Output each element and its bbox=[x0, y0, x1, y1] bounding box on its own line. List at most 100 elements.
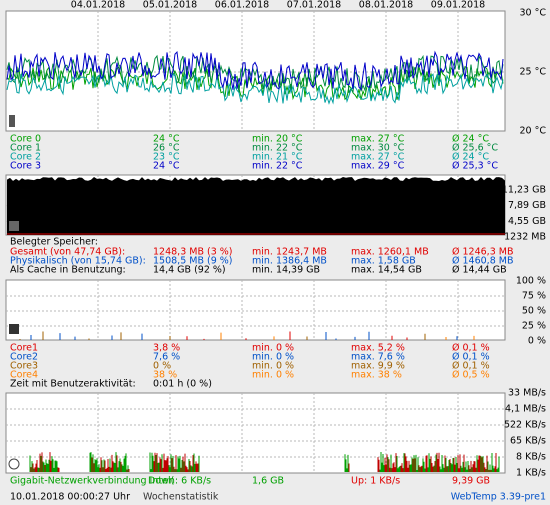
temperature-cell: max. 30 °C bbox=[351, 143, 405, 154]
network-axis-label: 4,1 MB/s bbox=[505, 404, 546, 415]
cpu-cell: Core3 bbox=[10, 361, 38, 372]
temperature-trace bbox=[6, 54, 504, 94]
cpu-cell: 3,8 % bbox=[153, 343, 180, 354]
memory-cell: max. 1260,1 MB bbox=[351, 247, 429, 258]
weekly-stats-link[interactable]: Wochenstatistik bbox=[143, 492, 219, 503]
temperature-cell: Core 1 bbox=[10, 143, 41, 154]
date-label: 09.01.2018 bbox=[431, 0, 485, 11]
network-cell: 9,39 GB bbox=[452, 476, 490, 487]
memory-axis-label: 4,55 GB bbox=[508, 216, 546, 227]
cpu-cell: Ø 0,1 % bbox=[452, 361, 490, 372]
temperature-cell: Core 0 bbox=[10, 134, 41, 145]
memory-axis-label: 7,89 GB bbox=[508, 200, 546, 211]
temperature-cell: Core 3 bbox=[10, 161, 41, 172]
network-axis-label: 8 KB/s bbox=[516, 452, 546, 463]
timestamp: 10.01.2018 00:00:27 Uhr bbox=[10, 492, 130, 503]
temperature-cell: min. 21 °C bbox=[252, 152, 303, 163]
temperature-cell: min. 20 °C bbox=[252, 134, 303, 145]
memory-cell: Ø 1460,8 MB bbox=[452, 256, 513, 267]
temperature-cell: Ø 24 °C bbox=[452, 152, 489, 163]
cpu-cell: max. 5,2 % bbox=[351, 343, 405, 354]
thermometer-icon bbox=[9, 115, 15, 127]
temperature-axis-label: 20 °C bbox=[520, 126, 547, 137]
activity-value: 0:01 h (0 %) bbox=[153, 379, 212, 390]
memory-cell: max. 14,54 GB bbox=[351, 265, 422, 276]
cpu-cell: 38 % bbox=[153, 370, 177, 381]
memory-cell: min. 1243,7 MB bbox=[252, 247, 327, 258]
cpu-cell: 7,6 % bbox=[153, 352, 180, 363]
cpu-cell: max. 38 % bbox=[351, 370, 402, 381]
memory-cell: Gesamt (von 47,74 GB): bbox=[10, 247, 125, 258]
memory-axis-label: 1232 MB bbox=[504, 232, 546, 243]
memory-cell: 1248,3 MB (3 %) bbox=[153, 247, 233, 258]
cpu-axis-label: 50 % bbox=[522, 306, 546, 317]
memory-cell: max. 1,58 GB bbox=[351, 256, 416, 267]
temperature-trace bbox=[6, 73, 504, 105]
cpu-cell: min. 0 % bbox=[252, 352, 294, 363]
temperature-trace bbox=[6, 65, 504, 101]
cpu-axis-label: 100 % bbox=[516, 276, 546, 287]
cpu-axis-label: 0 % bbox=[528, 336, 546, 347]
network-graph bbox=[5, 392, 506, 474]
temperature-cell: Ø 25,3 °C bbox=[452, 161, 498, 172]
network-icon bbox=[8, 458, 20, 470]
network-axis-label: 522 KB/s bbox=[504, 420, 546, 431]
memory-axis-label: 11,23 GB bbox=[502, 185, 546, 196]
temperature-trace bbox=[6, 50, 504, 91]
temperature-graph bbox=[5, 10, 506, 132]
cpu-cell: Core2 bbox=[10, 352, 38, 363]
temperature-cell: Ø 24 °C bbox=[452, 134, 489, 145]
cpu-cell: min. 0 % bbox=[252, 361, 294, 372]
memory-title: Belegter Speicher: bbox=[10, 237, 98, 248]
memory-cell: min. 1386,4 MB bbox=[252, 256, 327, 267]
temperature-cell: min. 22 °C bbox=[252, 161, 303, 172]
temperature-cell: 23 °C bbox=[153, 152, 180, 163]
temperature-axis-label: 30 °C bbox=[520, 8, 547, 19]
date-label: 07.01.2018 bbox=[287, 0, 341, 11]
date-label: 04.01.2018 bbox=[71, 0, 125, 11]
temperature-cell: min. 22 °C bbox=[252, 143, 303, 154]
cpu-cell: max. 9,9 % bbox=[351, 361, 405, 372]
version: WebTemp 3.39-pre1 bbox=[451, 492, 546, 503]
memory-cell: Physikalisch (von 15,74 GB): bbox=[10, 256, 146, 267]
network-axis-label: 65 KB/s bbox=[510, 436, 546, 447]
memory-cell: Ø 14,44 GB bbox=[452, 265, 507, 276]
cpu-cell: 0 % bbox=[153, 361, 171, 372]
memory-icon bbox=[9, 221, 19, 231]
cpu-cell: Core1 bbox=[10, 343, 38, 354]
network-axis-label: 1 KB/s bbox=[516, 468, 546, 479]
memory-cell: Als Cache in Benutzung: bbox=[10, 265, 126, 276]
temperature-cell: 24 °C bbox=[153, 134, 180, 145]
cpu-cell: max. 7,6 % bbox=[351, 352, 405, 363]
cpu-axis-label: 75 % bbox=[522, 291, 546, 302]
memory-cell: Ø 1246,3 MB bbox=[452, 247, 513, 258]
temperature-cell: 24 °C bbox=[153, 161, 180, 172]
cpu-cell: min. 0 % bbox=[252, 370, 294, 381]
graph-traces bbox=[6, 50, 505, 472]
cpu-cell: min. 0 % bbox=[252, 343, 294, 354]
temperature-cell: Core 2 bbox=[10, 152, 41, 163]
network-cell: Down: 6 KB/s bbox=[148, 476, 211, 487]
temperature-axis-label: 25 °C bbox=[520, 67, 547, 78]
cpu-axis-label: 25 % bbox=[522, 321, 546, 332]
cpu-cell: Core4 bbox=[10, 370, 38, 381]
memory-area bbox=[7, 177, 505, 235]
cpu-graph bbox=[5, 279, 506, 341]
activity-label: Zeit mit Benutzeraktivität: bbox=[10, 379, 136, 390]
memory-cell: 1508,5 MB (9 %) bbox=[153, 256, 233, 267]
date-label: 05.01.2018 bbox=[143, 0, 197, 11]
cpu-icon bbox=[9, 324, 19, 334]
date-label: 08.01.2018 bbox=[359, 0, 413, 11]
memory-cell: min. 14,39 GB bbox=[252, 265, 320, 276]
date-label: 06.01.2018 bbox=[215, 0, 269, 11]
network-cell: Gigabit-Netzwerkverbindung Intel( bbox=[10, 476, 174, 487]
cpu-cell: Ø 0,5 % bbox=[452, 370, 490, 381]
temperature-cell: max. 27 °C bbox=[351, 152, 405, 163]
memory-cell: 14,4 GB (92 %) bbox=[153, 265, 226, 276]
cpu-cell: Ø 0,1 % bbox=[452, 343, 490, 354]
cpu-cell: Ø 0,1 % bbox=[452, 352, 490, 363]
network-cell: 1,6 GB bbox=[252, 476, 284, 487]
temperature-cell: max. 29 °C bbox=[351, 161, 405, 172]
network-axis-label: 33 MB/s bbox=[508, 388, 546, 399]
